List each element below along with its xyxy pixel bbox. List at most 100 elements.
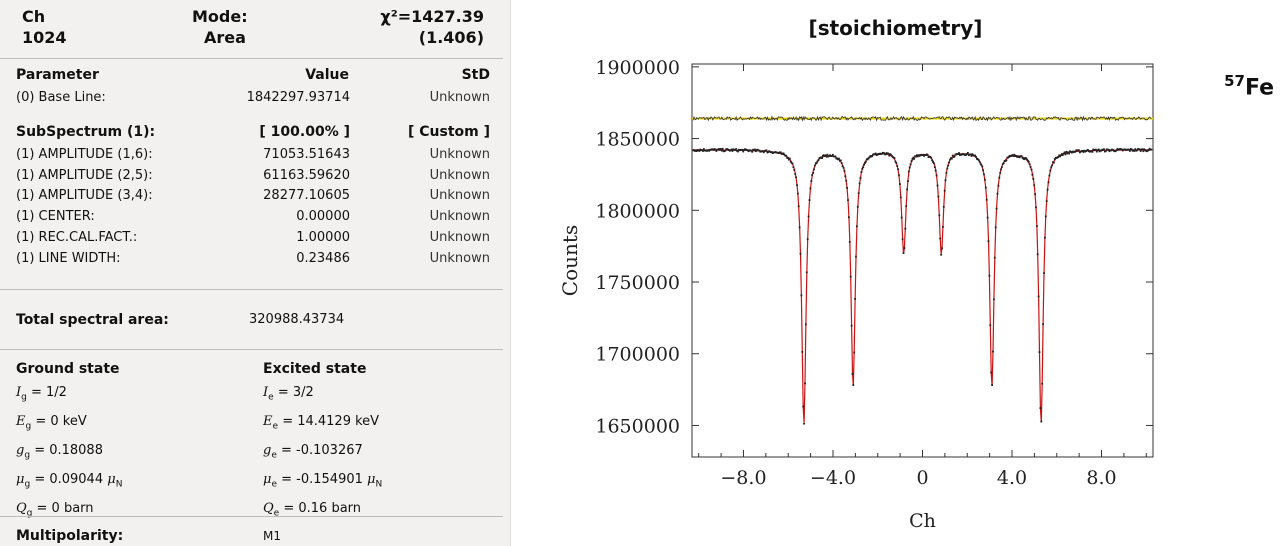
data-point xyxy=(764,149,767,152)
data-point xyxy=(1023,158,1026,161)
data-point xyxy=(887,152,890,155)
table-row: (1) CENTER: 0.00000 Unknown xyxy=(16,207,490,227)
data-point xyxy=(1118,148,1121,151)
data-point xyxy=(695,150,698,152)
data-point xyxy=(859,177,862,179)
param-name: (1) AMPLITUDE (1,6): xyxy=(16,147,153,162)
data-point xyxy=(1114,150,1117,153)
data-point xyxy=(1146,150,1148,153)
data-point xyxy=(916,154,918,157)
plot-frame xyxy=(691,63,1154,458)
excited-moment-value: = -0.154901 xyxy=(281,472,363,488)
data-point xyxy=(1130,148,1133,151)
data-point xyxy=(904,227,907,230)
data-point xyxy=(726,148,728,150)
data-point xyxy=(797,205,800,208)
param-std: Unknown xyxy=(429,147,490,162)
data-point xyxy=(907,180,909,182)
data-point xyxy=(752,148,754,151)
data-point xyxy=(956,153,959,155)
data-point xyxy=(847,199,849,201)
data-point xyxy=(1029,166,1032,168)
col-std: StD xyxy=(461,67,490,83)
y-tick-label: 1900000 xyxy=(595,57,680,79)
data-point xyxy=(777,152,780,154)
data-point xyxy=(708,149,711,152)
data-point xyxy=(903,247,906,249)
data-point xyxy=(735,148,737,150)
data-point xyxy=(917,154,920,157)
data-point xyxy=(817,159,820,161)
data-point xyxy=(1018,156,1021,159)
param-value: 0.23486 xyxy=(296,251,350,266)
data-point xyxy=(856,225,858,228)
data-point xyxy=(1051,164,1053,167)
data-point xyxy=(839,159,842,162)
data-point xyxy=(991,384,993,386)
data-point xyxy=(1021,156,1024,159)
data-point xyxy=(864,162,866,164)
data-point xyxy=(843,169,846,172)
chi-square-block: χ²=1427.39 (1.406) xyxy=(380,6,484,48)
data-point xyxy=(1143,148,1146,151)
isotope-label: 57Fe xyxy=(1224,72,1274,100)
data-point xyxy=(1092,148,1095,151)
data-point xyxy=(819,156,822,159)
data-point xyxy=(865,160,867,163)
data-point xyxy=(1019,155,1022,157)
data-point xyxy=(1147,149,1150,151)
x-axis-label: Ch xyxy=(909,510,936,532)
excited-spin: Ie = 3/2 xyxy=(263,385,314,403)
data-point xyxy=(1115,149,1118,152)
data-point xyxy=(783,153,786,156)
data-point xyxy=(968,153,971,156)
data-point xyxy=(940,253,942,256)
param-name: (1) AMPLITUDE (3,4): xyxy=(16,188,153,203)
data-point xyxy=(990,371,993,374)
data-point xyxy=(1111,148,1113,151)
data-point xyxy=(902,252,905,254)
data-point xyxy=(820,156,822,159)
fit-curve xyxy=(693,149,1152,423)
data-point xyxy=(949,158,951,161)
data-point xyxy=(741,149,744,151)
data-point xyxy=(1047,181,1050,184)
data-point xyxy=(715,150,718,152)
data-point xyxy=(782,152,785,155)
param-name: (1) REC.CAL.FACT.: xyxy=(16,230,138,245)
data-point xyxy=(1037,295,1040,298)
data-point xyxy=(717,148,720,151)
data-point xyxy=(836,157,839,160)
data-point xyxy=(935,174,938,177)
excited-state-block: Excited state Ie = 3/2 Ee = 14.4129 keV … xyxy=(263,359,382,526)
data-point xyxy=(973,154,976,157)
data-point xyxy=(1043,272,1045,274)
data-point xyxy=(769,150,771,153)
data-point xyxy=(1050,166,1053,169)
data-point xyxy=(858,182,861,185)
data-point xyxy=(987,240,990,243)
data-point xyxy=(703,148,705,150)
data-point xyxy=(950,157,953,160)
data-point xyxy=(997,184,1000,187)
data-point xyxy=(1139,150,1142,152)
param-name: (1) AMPLITUDE (2,5): xyxy=(16,168,153,183)
data-point xyxy=(719,149,721,151)
data-point xyxy=(1030,168,1033,171)
data-point xyxy=(739,149,742,151)
divider xyxy=(0,349,503,350)
data-point xyxy=(898,174,900,177)
data-point xyxy=(868,156,871,159)
data-point xyxy=(901,238,904,241)
data-point xyxy=(1041,382,1044,385)
data-point xyxy=(795,176,797,179)
data-point xyxy=(1069,150,1071,153)
data-point xyxy=(857,192,860,195)
data-point xyxy=(1039,407,1042,409)
data-point xyxy=(866,158,869,161)
data-point xyxy=(842,166,845,169)
data-point xyxy=(801,351,804,353)
data-point xyxy=(1024,157,1027,159)
param-value: 61163.59620 xyxy=(263,168,350,183)
data-point xyxy=(692,149,694,152)
